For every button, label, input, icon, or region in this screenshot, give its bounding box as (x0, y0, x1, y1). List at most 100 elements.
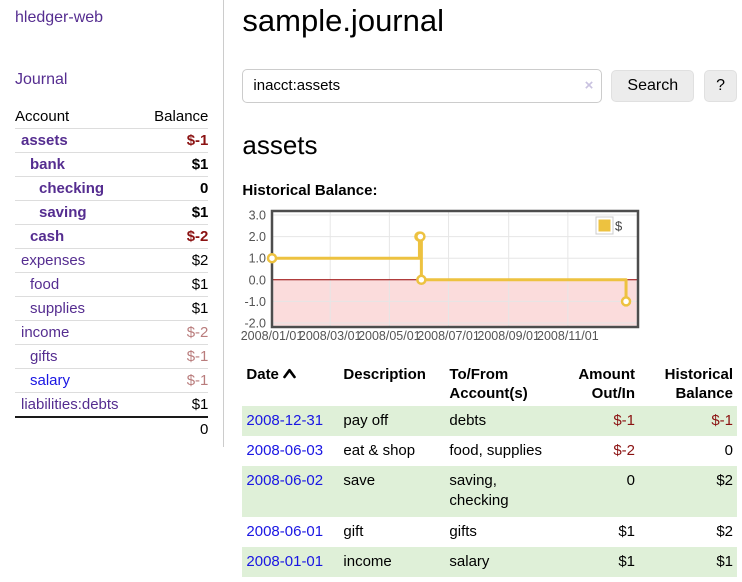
account-balance: $1 (191, 276, 209, 293)
account-link-bank[interactable]: bank (30, 156, 66, 173)
account-link-income[interactable]: income (21, 324, 70, 341)
account-row: saving $1 (15, 201, 209, 225)
accounts-header-row: Account Balance (15, 105, 209, 129)
brand-link[interactable]: hledger-web (15, 9, 104, 26)
account-balance: $1 (191, 396, 209, 413)
historical-balance-chart: 3.0 2.0 1.0 0.0 -1.0 -2.02008/01/012008/03/01… (241, 208, 640, 343)
account-row: food $1 (15, 273, 209, 297)
transaction-description: gift (343, 522, 364, 540)
chart-title: Historical Balance: (242, 181, 378, 199)
account-link-supplies[interactable]: supplies (30, 300, 86, 317)
account-link-checking[interactable]: checking (39, 180, 105, 197)
transaction-balance: $1 (716, 552, 733, 570)
account-link-liabilities-debts[interactable]: liabilities:debts (21, 396, 119, 413)
transaction-date-link[interactable]: 2008-12-31 (246, 411, 324, 429)
transaction-description: save (343, 472, 376, 490)
accounts-total-balance: 0 (200, 421, 209, 438)
account-row: salary $-1 (15, 369, 209, 393)
svg-text:2008/11/01: 2008/11/01 (537, 329, 599, 343)
transaction-balance: $2 (716, 522, 733, 540)
transaction-amount: $-1 (613, 411, 635, 429)
account-balance: 0 (200, 180, 209, 197)
account-row: income $-2 (15, 321, 209, 345)
transaction-description: income (343, 552, 392, 570)
register-header-row: Date Description To/From Account(s) Amou… (242, 363, 737, 406)
account-balance: $-2 (186, 228, 209, 245)
account-balance: $1 (191, 300, 209, 317)
account-link-expenses[interactable]: expenses (21, 252, 86, 269)
account-link-gifts[interactable]: gifts (30, 348, 58, 365)
transaction-date-link[interactable]: 2008-01-01 (246, 552, 324, 570)
accounts-table: Account Balance assets $-1 bank $1 check… (15, 105, 209, 441)
transaction-description: eat & shop (343, 441, 416, 459)
transaction-amount: $-2 (613, 441, 635, 459)
transaction-balance: $2 (716, 472, 733, 490)
account-link-assets[interactable]: assets (21, 132, 68, 149)
transaction-description: pay off (343, 411, 389, 429)
account-balance: $2 (191, 252, 209, 269)
svg-text:2008/09/01: 2008/09/01 (478, 329, 541, 343)
account-balance: $1 (191, 204, 209, 221)
register-table: Date Description To/From Account(s) Amou… (242, 363, 737, 578)
transaction-date-link[interactable]: 2008-06-01 (246, 522, 324, 540)
svg-text:2.0: 2.0 (249, 230, 266, 244)
sort-ascending-icon (283, 368, 296, 378)
account-row: supplies $1 (15, 297, 209, 321)
transaction-row: 2008-01-01 income salary $1 $1 (242, 546, 737, 578)
register-header-amount: Amount Out/In (578, 365, 635, 403)
account-row: liabilities:debts $1 (15, 393, 209, 417)
transaction-amount: 0 (626, 472, 635, 490)
account-heading: assets (242, 129, 318, 160)
svg-text:-1.0: -1.0 (245, 295, 267, 309)
search-button[interactable]: Search (611, 69, 695, 102)
transaction-amount: $1 (618, 522, 635, 540)
clear-search-icon[interactable]: × (584, 76, 594, 94)
transaction-row: 2008-06-02 save saving, checking 0 $2 (242, 466, 737, 517)
svg-text:2008/05/01: 2008/05/01 (358, 329, 421, 343)
transaction-accounts: debts (449, 411, 487, 429)
account-link-cash[interactable]: cash (30, 228, 65, 245)
page-title: sample.journal (242, 3, 444, 38)
svg-text:2008/07/01: 2008/07/01 (418, 329, 481, 343)
sidebar: hledger-web Journal Account Balance asse… (0, 0, 225, 447)
account-link-saving[interactable]: saving (39, 204, 87, 221)
account-balance: $1 (191, 156, 209, 173)
search-input-wrap: × (242, 68, 603, 103)
svg-text:2008/01/01: 2008/01/01 (241, 329, 304, 343)
svg-text:0.0: 0.0 (249, 273, 266, 287)
accounts-header-balance: Balance (154, 108, 209, 125)
help-button[interactable]: ? (704, 69, 737, 102)
register-header-accounts: To/From Account(s) (449, 365, 528, 403)
account-row: assets $-1 (15, 129, 209, 153)
transaction-accounts: food, supplies (449, 441, 542, 459)
transaction-date-link[interactable]: 2008-06-02 (246, 472, 324, 490)
account-balance: $-2 (186, 324, 209, 341)
svg-text:3.0: 3.0 (249, 208, 266, 222)
transaction-row: 2008-12-31 pay off debts $-1 $-1 (242, 405, 737, 436)
account-row: checking 0 (15, 177, 209, 201)
svg-text:1.0: 1.0 (249, 251, 266, 265)
svg-text:-2.0: -2.0 (245, 316, 267, 330)
account-link-food[interactable]: food (30, 276, 60, 293)
transaction-amount: $1 (618, 552, 635, 570)
accounts-total-row: 0 (15, 417, 209, 441)
register-header-date[interactable]: Date (242, 363, 339, 406)
register-header-balance: Historical Balance (664, 365, 733, 403)
transaction-accounts: saving, checking (449, 472, 509, 510)
account-row: expenses $2 (15, 249, 209, 273)
svg-text:2008/03/01: 2008/03/01 (299, 329, 362, 343)
search-input[interactable] (242, 68, 603, 103)
transaction-accounts: salary (449, 552, 490, 570)
account-link-salary[interactable]: salary (30, 372, 71, 389)
main-content: sample.journal × Search ? assets Histori… (224, 0, 742, 578)
svg-text:$: $ (615, 218, 623, 233)
account-row: cash $-2 (15, 225, 209, 249)
register-header-description: Description (343, 365, 426, 383)
transaction-balance: $-1 (711, 411, 733, 429)
transaction-row: 2008-06-03 eat & shop food, supplies $-2… (242, 436, 737, 466)
transaction-date-link[interactable]: 2008-06-03 (246, 441, 324, 459)
sidebar-item-journal[interactable]: Journal (15, 71, 68, 88)
transaction-balance: 0 (724, 441, 733, 459)
search-bar: × Search ? (242, 68, 737, 103)
transaction-row: 2008-06-01 gift gifts $1 $2 (242, 517, 737, 547)
